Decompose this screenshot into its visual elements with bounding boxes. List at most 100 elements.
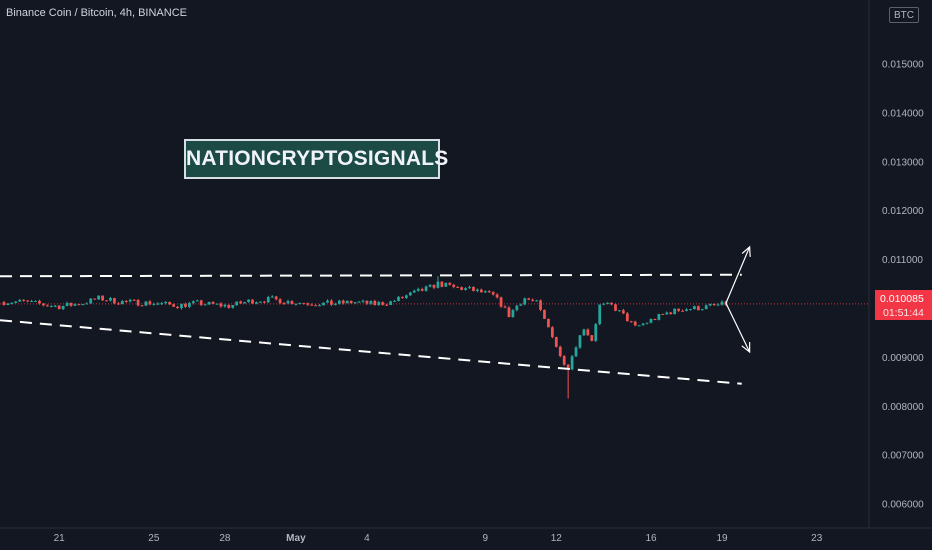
candle-body <box>669 312 673 315</box>
candle-body <box>349 300 353 304</box>
candle-body <box>570 356 574 370</box>
candle-body <box>578 335 582 348</box>
candle-body <box>53 305 57 307</box>
time-axis-label: 25 <box>148 533 160 544</box>
candle-body <box>120 301 124 305</box>
candle-body <box>448 282 452 285</box>
candle-body <box>144 301 148 306</box>
candle-body <box>515 305 519 311</box>
candle-body <box>286 301 290 304</box>
candle-body <box>14 301 18 303</box>
candle-body <box>460 287 463 290</box>
candle-body <box>645 322 649 324</box>
candle-body <box>38 300 41 304</box>
candle-body <box>464 288 467 290</box>
candle-body <box>614 304 617 311</box>
candle-body <box>262 301 266 303</box>
candle-body <box>330 300 333 305</box>
candle-body <box>511 310 515 318</box>
candle-body <box>22 299 26 301</box>
candle-body <box>326 300 329 303</box>
candle-body <box>582 329 586 336</box>
candle-body <box>156 303 160 305</box>
candle-body <box>602 303 606 305</box>
candle-body <box>606 302 609 304</box>
candle-body <box>566 364 570 370</box>
candle-body <box>677 308 680 311</box>
candle-body <box>10 302 14 304</box>
candle-body <box>69 302 73 306</box>
candle-body <box>45 305 49 307</box>
candle-body <box>251 299 254 304</box>
candle-body <box>235 301 239 306</box>
candle-body <box>306 303 310 305</box>
candle-body <box>109 298 112 301</box>
candle-body <box>476 289 479 291</box>
candle-body <box>491 292 495 295</box>
symbol-title[interactable]: Binance Coin / Bitcoin, 4h, BINANCE <box>6 7 187 19</box>
candle-body <box>531 299 535 301</box>
last-price-tag: 0.010085 01:51:44 <box>875 290 932 320</box>
price-axis-label: 0.007000 <box>882 451 924 462</box>
candle-body <box>294 303 298 305</box>
candle-body <box>219 303 223 307</box>
candle-body <box>184 303 187 307</box>
candle-body <box>590 335 594 341</box>
candle-body <box>77 304 81 306</box>
candle-body <box>637 325 641 327</box>
candle-body <box>369 300 373 304</box>
candle-body <box>105 300 108 302</box>
candle-body <box>479 289 483 293</box>
time-axis-label: 23 <box>811 533 823 544</box>
candle-body <box>657 313 661 320</box>
candle-body <box>302 302 306 304</box>
candle-body <box>373 300 377 306</box>
candle-body <box>266 297 270 303</box>
candle-body <box>393 300 396 302</box>
candle-body <box>452 284 456 287</box>
candle-body <box>689 309 692 311</box>
candle-body <box>65 302 69 306</box>
candle-body <box>574 347 578 357</box>
candle-body <box>412 290 416 293</box>
candle-body <box>191 301 195 303</box>
candle-body <box>148 301 152 305</box>
candle-body <box>503 306 507 308</box>
candle-body <box>468 287 471 289</box>
candle-body <box>539 300 542 310</box>
candle-body <box>408 292 412 296</box>
candle-body <box>586 329 590 336</box>
candle-body <box>81 304 85 306</box>
candle-body <box>239 301 243 304</box>
candle-body <box>255 302 258 304</box>
price-axis-label: 0.011000 <box>882 255 923 266</box>
candle-body <box>259 301 262 303</box>
candle-body <box>405 295 408 298</box>
bar-countdown: 01:51:44 <box>883 307 924 319</box>
candle-body <box>649 319 653 323</box>
candle-body <box>495 294 499 298</box>
candle-body <box>507 307 511 318</box>
upper-channel-line <box>0 273 742 278</box>
candle-body <box>483 291 487 293</box>
candle-body <box>298 302 302 304</box>
candle-body <box>57 305 61 310</box>
candle-body <box>365 300 369 304</box>
currency-badge[interactable]: BTC <box>889 7 919 23</box>
candle-body <box>622 310 625 314</box>
time-axis-label: 28 <box>219 533 231 544</box>
candle-body <box>89 298 93 304</box>
candle-body <box>523 298 527 305</box>
price-axis-label: 0.006000 <box>882 500 924 511</box>
candle-body <box>633 321 637 326</box>
candle-body <box>436 281 440 288</box>
candle-body <box>416 289 420 291</box>
candle-body <box>93 298 97 300</box>
lower-channel-line <box>0 319 742 385</box>
candle-body <box>160 303 164 305</box>
breakout-up-arrow-head <box>741 245 751 257</box>
candle-body <box>712 304 716 306</box>
candle-body <box>554 337 558 347</box>
candle-body <box>444 282 448 287</box>
